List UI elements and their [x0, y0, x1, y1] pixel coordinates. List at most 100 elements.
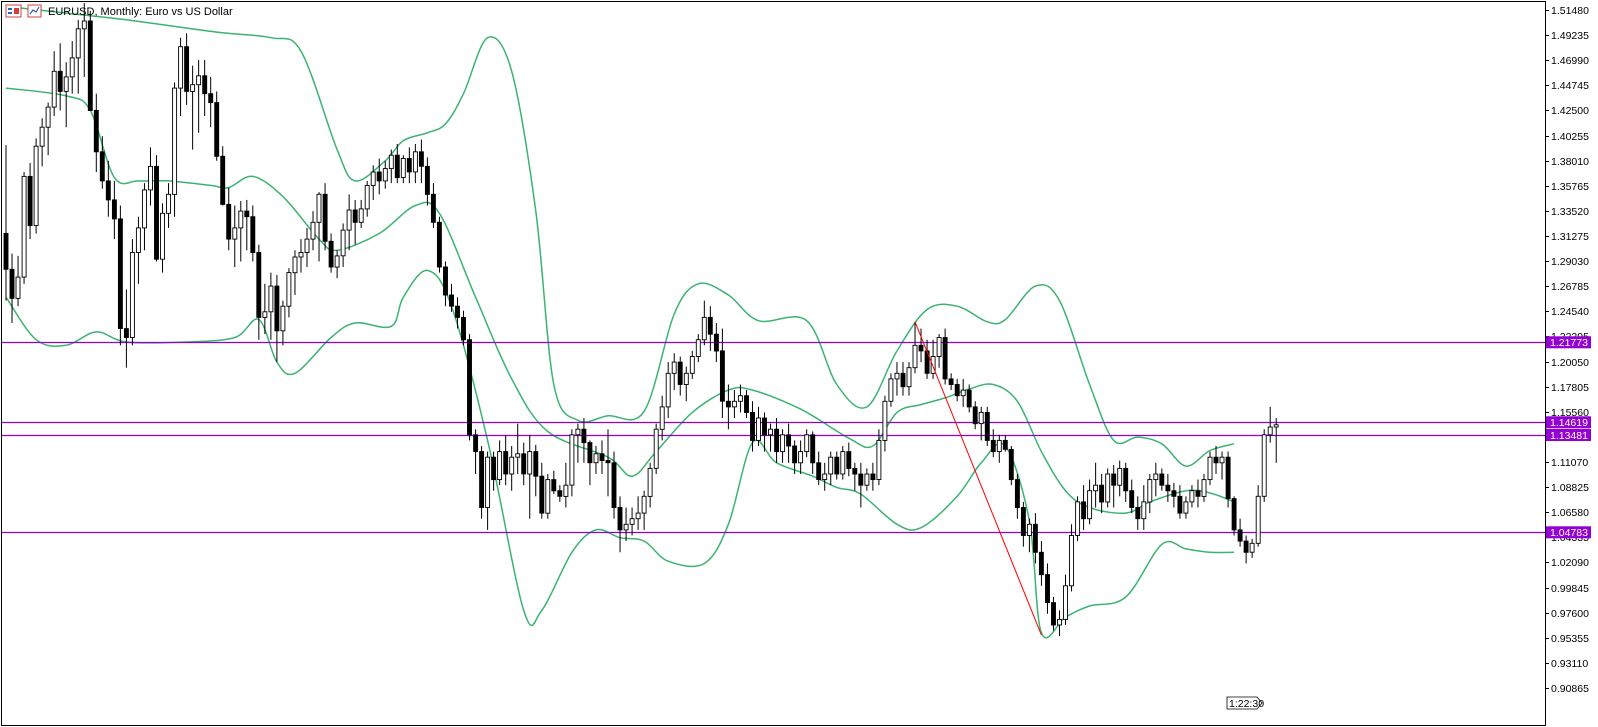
candle: [1020, 501, 1026, 547]
candle: [942, 328, 948, 385]
candle: [503, 434, 509, 486]
candle: [304, 227, 310, 268]
candle: [900, 362, 906, 396]
red-trendline[interactable]: [914, 321, 1042, 636]
candle: [1255, 485, 1261, 547]
candle: [1147, 473, 1153, 514]
chart-window-icon[interactable]: [5, 4, 22, 18]
candle: [683, 366, 689, 402]
candle: [1219, 451, 1225, 480]
candle: [1183, 496, 1189, 519]
level-tag-3: 1.04783: [1546, 526, 1591, 539]
candle: [268, 272, 274, 340]
price-tick-label: 1.51480: [1551, 5, 1589, 17]
candle: [906, 362, 912, 396]
candle: [461, 310, 466, 346]
candle: [846, 442, 852, 477]
price-tick-label: 1.20050: [1551, 357, 1589, 369]
candle: [214, 91, 220, 161]
candle: [1123, 462, 1129, 502]
candle: [629, 507, 635, 536]
candle: [870, 462, 876, 491]
candle: [256, 244, 262, 340]
candle: [1141, 485, 1147, 530]
candle: [1225, 451, 1231, 508]
chart-properties-icon[interactable]: [27, 4, 42, 18]
candle: [744, 390, 749, 419]
candle: [894, 362, 900, 396]
horizontal-levels[interactable]: [2, 341, 1545, 534]
candle: [713, 322, 719, 363]
candle: [172, 82, 178, 217]
price-tick-label: 0.90865: [1551, 683, 1589, 695]
candle: [382, 160, 388, 189]
candle: [190, 65, 196, 150]
candle: [527, 434, 533, 519]
candle: [400, 155, 406, 184]
candle: [424, 157, 430, 206]
candle: [966, 384, 972, 413]
candle: [695, 334, 701, 363]
candle: [912, 321, 918, 374]
candle: [840, 446, 846, 480]
candle: [750, 401, 755, 452]
candle: [1213, 446, 1219, 474]
candle: [1008, 446, 1014, 486]
candle: [509, 446, 515, 491]
candle: [81, 3, 87, 77]
candle: [762, 412, 767, 452]
candle: [202, 60, 208, 117]
candle: [671, 353, 677, 391]
candle: [659, 395, 665, 441]
candle: [515, 423, 521, 474]
candle: [1135, 496, 1141, 530]
candle: [370, 165, 376, 200]
candle: [1051, 597, 1056, 631]
candle: [677, 356, 683, 396]
candle: [63, 62, 69, 128]
price-tick-label: 1.08825: [1551, 482, 1589, 494]
candle: [406, 147, 412, 184]
candle: [804, 429, 810, 458]
candle: [641, 490, 647, 530]
candle: [491, 451, 497, 491]
candle: [930, 339, 936, 379]
candle: [635, 496, 641, 530]
candle: [105, 160, 111, 217]
candle: [858, 462, 864, 508]
candle: [707, 306, 713, 351]
trendline[interactable]: [914, 321, 1042, 636]
candle: [1129, 479, 1135, 514]
price-tick-label: 1.44745: [1551, 80, 1589, 92]
price-tick-label: 1.49235: [1551, 30, 1589, 42]
level-tag-0: 1.21773: [1546, 336, 1591, 349]
candle: [1267, 406, 1273, 443]
candle: [972, 401, 978, 430]
candle: [244, 199, 250, 251]
candle: [298, 239, 304, 273]
chart-header: EURUSD, Monthly: Euro vs US Dollar: [5, 4, 233, 18]
candle: [1195, 479, 1201, 508]
candle: [665, 362, 671, 419]
candle: [1153, 462, 1159, 497]
candle: [142, 183, 147, 251]
candle: [876, 429, 882, 486]
candle: [533, 444, 539, 497]
candle: [593, 446, 599, 474]
candle: [1177, 485, 1183, 519]
candle: [220, 146, 226, 206]
candle: [737, 384, 743, 413]
candle: [822, 462, 828, 491]
candle-timer: 1:22:30: [1226, 696, 1264, 710]
level-tag-label: 1.21773: [1550, 337, 1588, 349]
candle: [960, 378, 966, 407]
candle: [376, 158, 382, 195]
price-tick-label: 1.26785: [1551, 281, 1589, 293]
candle: [346, 194, 352, 251]
candle: [418, 139, 424, 184]
candle: [160, 203, 165, 273]
candle: [286, 268, 292, 318]
